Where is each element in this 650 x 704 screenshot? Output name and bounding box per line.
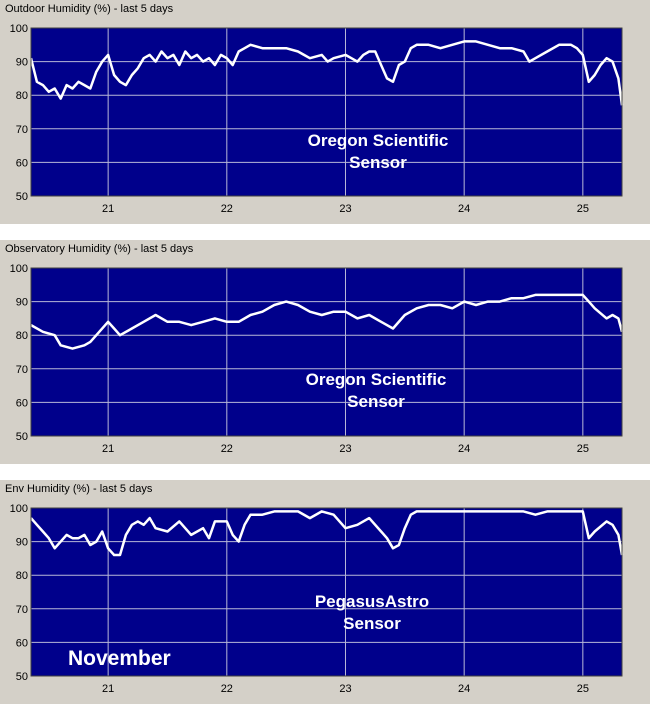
sensor-annotation: Oregon Scientific Sensor [276, 369, 476, 413]
sensor-annotation: Oregon Scientific Sensor [278, 130, 478, 174]
y-tick-label: 100 [10, 263, 28, 275]
plot-border [30, 267, 623, 437]
y-tick-label: 60 [16, 637, 28, 649]
y-tick-label: 80 [16, 330, 28, 342]
plot-area [31, 28, 622, 196]
x-tick-label: 25 [577, 203, 589, 215]
y-tick-label: 100 [10, 23, 28, 35]
sensor-annotation-line2: Sensor [343, 614, 401, 633]
chart-title: Env Humidity (%) - last 5 days [5, 483, 153, 495]
x-tick-label: 23 [339, 443, 351, 455]
x-tick-label: 24 [458, 443, 470, 455]
humidity-series-line [30, 293, 624, 350]
y-tick-label: 80 [16, 570, 28, 582]
observatory-humidity-chart: 100 90 80 70 60 50 21 22 23 24 25 [10, 263, 624, 455]
outdoor-humidity-chart: 100 90 80 70 60 50 21 22 23 24 25 [10, 23, 624, 215]
sensor-annotation-line2: Sensor [347, 392, 405, 411]
env-humidity-chart: 100 90 80 70 60 50 21 22 23 24 25 [10, 503, 624, 695]
x-tick-label: 22 [221, 683, 233, 695]
y-tick-label: 70 [16, 604, 28, 616]
x-tick-label: 21 [102, 683, 114, 695]
y-tick-label: 50 [16, 191, 28, 203]
sensor-annotation-line2: Sensor [349, 153, 407, 172]
y-tick-label: 50 [16, 431, 28, 443]
x-tick-label: 23 [339, 683, 351, 695]
sensor-annotation: PegasusAstro Sensor [272, 591, 472, 635]
x-tick-label: 23 [339, 203, 351, 215]
chart-title: Observatory Humidity (%) - last 5 days [5, 243, 194, 255]
y-tick-label: 50 [16, 671, 28, 683]
y-tick-label: 70 [16, 124, 28, 136]
observatory-humidity-panel: Observatory Humidity (%) - last 5 days 1… [0, 240, 650, 464]
humidity-series-line [30, 510, 624, 557]
sensor-annotation-line1: Oregon Scientific [305, 370, 447, 389]
y-tick-label: 90 [16, 537, 28, 549]
x-tick-label: 22 [221, 203, 233, 215]
y-tick-label: 90 [16, 57, 28, 69]
y-tick-label: 60 [16, 397, 28, 409]
x-tick-label: 21 [102, 443, 114, 455]
plot-border [30, 507, 623, 677]
x-tick-label: 25 [577, 683, 589, 695]
y-tick-label: 60 [16, 157, 28, 169]
month-label: November [68, 647, 171, 670]
x-tick-label: 21 [102, 203, 114, 215]
sensor-annotation-line1: Oregon Scientific [307, 131, 449, 150]
y-tick-label: 90 [16, 297, 28, 309]
x-tick-label: 24 [458, 683, 470, 695]
env-humidity-panel: Env Humidity (%) - last 5 days 100 90 80 70… [0, 480, 650, 704]
y-tick-label: 70 [16, 364, 28, 376]
x-tick-label: 24 [458, 203, 470, 215]
x-tick-label: 22 [221, 443, 233, 455]
plot-area [31, 508, 622, 676]
y-tick-label: 100 [10, 503, 28, 515]
y-tick-label: 80 [16, 90, 28, 102]
sensor-annotation-line1: PegasusAstro [314, 592, 430, 611]
plot-area [31, 268, 622, 436]
chart-title: Outdoor Humidity (%) - last 5 days [5, 3, 174, 15]
plot-border [30, 27, 623, 197]
x-tick-label: 25 [577, 443, 589, 455]
outdoor-humidity-panel: Outdoor Humidity (%) - last 5 days 100 90… [0, 0, 650, 224]
humidity-series-line [29, 40, 624, 106]
